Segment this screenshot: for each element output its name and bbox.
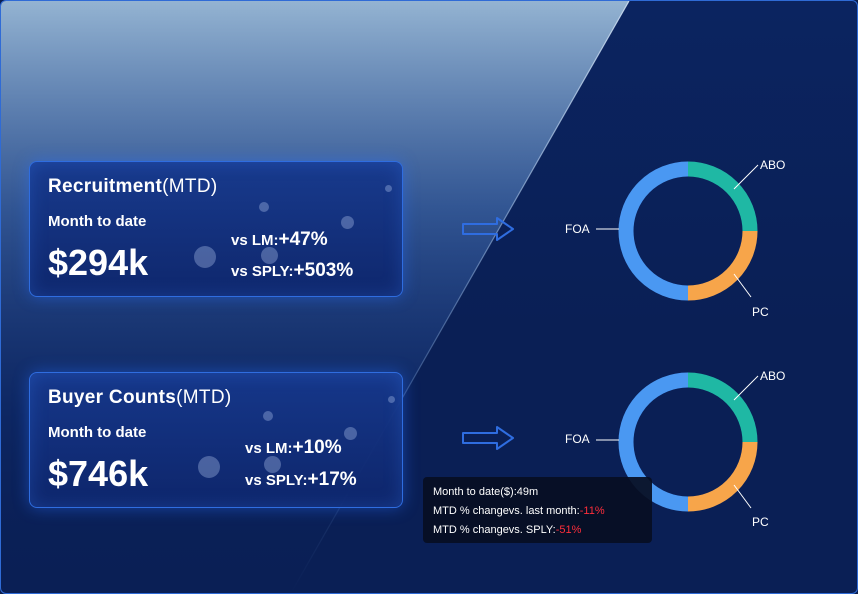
donut-segments [618, 161, 758, 301]
card-subtitle: Month to date [48, 213, 147, 230]
leader-line-abo [733, 375, 759, 401]
tooltip-row-sply: MTD % changevs. SPLY:-51% [433, 521, 642, 540]
decorative-dot [344, 427, 357, 440]
tooltip-last-month-value: -11% [579, 505, 605, 517]
vs-sply-value: +503% [293, 260, 354, 281]
vs-last-month-value: +47% [278, 229, 328, 250]
label-abo: ABO [760, 369, 786, 383]
recruitment-card[interactable]: Recruitment(MTD) Month to date $294k vs … [29, 161, 403, 297]
chart-tooltip: Month to date($):49m MTD % changevs. las… [423, 477, 652, 543]
leader-line-pc [733, 484, 752, 509]
vs-sply-label: vs SPLY: [231, 263, 294, 280]
card-value: $294k [48, 242, 149, 283]
label-pc: PC [752, 515, 769, 529]
tooltip-sply-label: MTD % changevs. SPLY: [433, 524, 556, 536]
donut-segment-foa[interactable] [618, 372, 689, 512]
vs-last-month: vs LM:+47% [231, 229, 328, 251]
decorative-dot [261, 247, 278, 264]
donut-segment-pc[interactable] [687, 441, 758, 512]
card-title-suffix: (MTD) [162, 176, 218, 197]
card-subtitle: Month to date [48, 424, 147, 441]
leader-line-pc [733, 273, 752, 298]
tooltip-sply-value: -51% [555, 524, 582, 536]
donut-segments [618, 372, 758, 512]
tooltip-row-mtd: Month to date($):49m [433, 486, 539, 498]
decorative-dot [198, 456, 220, 478]
decorative-dot [259, 202, 269, 212]
decorative-dot [341, 216, 354, 229]
right-arrow-icon [462, 426, 514, 450]
donut-segment-abo[interactable] [687, 161, 758, 232]
vs-sply-value: +17% [307, 469, 357, 490]
decorative-dot [388, 396, 395, 403]
card-title-main: Recruitment [48, 176, 163, 197]
vs-sply: vs SPLY:+17% [245, 469, 357, 491]
label-abo: ABO [760, 158, 786, 172]
decorative-dot [264, 456, 281, 473]
decorative-dot [194, 246, 216, 268]
decorative-dot [385, 185, 392, 192]
card-title: Buyer Counts(MTD) [48, 387, 231, 409]
label-pc: PC [752, 305, 769, 319]
tooltip-row-last-month: MTD % changevs. last month:-11% [433, 502, 642, 521]
buyer-counts-card[interactable]: Buyer Counts(MTD) Month to date $746k vs… [29, 372, 403, 508]
label-foa: FOA [565, 432, 590, 446]
tooltip-last-month-label: MTD % changevs. last month: [433, 505, 580, 517]
label-foa: FOA [565, 222, 590, 236]
donut-chart[interactable] [581, 151, 781, 311]
vs-last-month: vs LM:+10% [245, 437, 342, 459]
vs-sply: vs SPLY:+503% [231, 260, 353, 282]
decorative-dot [263, 411, 273, 421]
vs-sply-label: vs SPLY: [245, 472, 308, 489]
donut-segment-abo[interactable] [687, 372, 758, 443]
card-title-suffix: (MTD) [176, 387, 232, 408]
card-title: Recruitment(MTD) [48, 176, 217, 198]
vs-last-month-value: +10% [292, 437, 342, 458]
donut-segment-foa[interactable] [618, 161, 689, 301]
card-title-main: Buyer Counts [48, 387, 177, 408]
vs-last-month-label: vs LM: [245, 440, 293, 457]
right-arrow-icon [462, 217, 514, 241]
donut-chart[interactable] [581, 362, 781, 522]
donut-segment-pc[interactable] [687, 230, 758, 301]
leader-line-abo [733, 164, 759, 190]
card-value: $746k [48, 453, 149, 494]
vs-last-month-label: vs LM: [231, 232, 279, 249]
